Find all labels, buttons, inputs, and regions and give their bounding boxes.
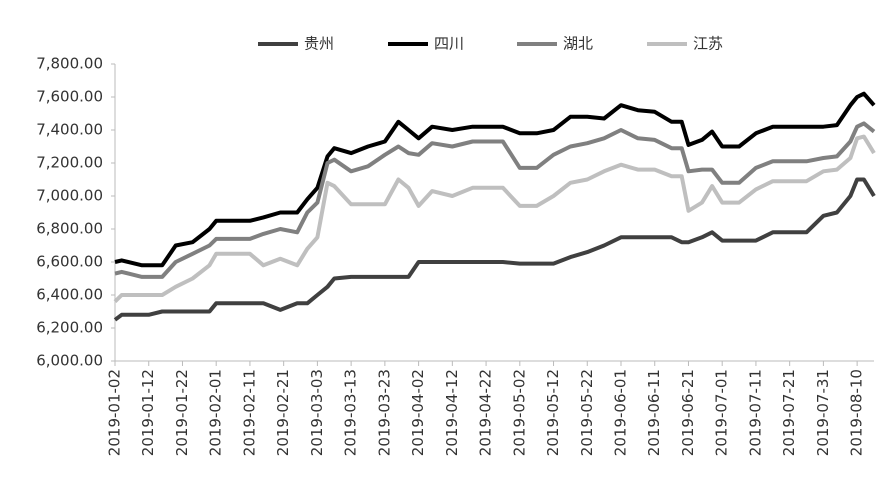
x-tick-label: 2019-07-01 <box>713 369 731 456</box>
y-tick-label: 6,400.00 <box>36 286 103 304</box>
x-tick-label: 2019-07-11 <box>746 369 764 456</box>
x-tick-label: 2019-03-13 <box>342 369 360 456</box>
x-tick-label: 2019-04-12 <box>443 369 461 456</box>
x-tick-label: 2019-07-21 <box>780 369 798 456</box>
x-tick-label: 2019-01-02 <box>106 369 124 456</box>
x-tick-label: 2019-02-21 <box>274 369 292 456</box>
legend-label: 四川 <box>434 35 464 53</box>
y-tick-label: 7,800.00 <box>36 55 103 73</box>
y-tick-label: 6,000.00 <box>36 352 103 370</box>
x-tick-label: 2019-05-12 <box>544 369 562 456</box>
y-tick-label: 6,800.00 <box>36 220 103 238</box>
y-tick-label: 6,600.00 <box>36 253 103 271</box>
series-line <box>114 91 876 268</box>
legend-label: 湖北 <box>563 35 593 53</box>
x-tick-label: 2019-05-22 <box>578 369 596 456</box>
x-tick-label: 2019-08-10 <box>848 369 866 456</box>
legend-label: 贵州 <box>304 35 334 53</box>
x-tick-label: 2019-01-12 <box>139 369 157 456</box>
x-tick-label: 2019-06-01 <box>612 369 630 456</box>
y-tick-label: 7,000.00 <box>36 187 103 205</box>
y-tick-label: 6,200.00 <box>36 319 103 337</box>
legend-label: 江苏 <box>693 35 723 53</box>
x-tick-label: 2019-03-23 <box>375 369 393 456</box>
x-tick-label: 2019-02-11 <box>240 369 258 456</box>
x-tick-label: 2019-01-22 <box>173 369 191 456</box>
y-tick-label: 7,600.00 <box>36 88 103 106</box>
x-tick-label: 2019-06-11 <box>645 369 663 456</box>
y-tick-label: 7,400.00 <box>36 121 103 139</box>
x-tick-label: 2019-04-02 <box>409 369 427 456</box>
x-tick-label: 2019-05-02 <box>510 369 528 456</box>
series-line <box>114 121 876 279</box>
x-tick-label: 2019-02-01 <box>207 369 225 456</box>
x-tick-label: 2019-07-31 <box>814 369 832 456</box>
series-line <box>113 134 876 304</box>
y-tick-label: 7,200.00 <box>36 154 103 172</box>
x-tick-label: 2019-03-03 <box>308 369 326 456</box>
x-tick-label: 2019-04-22 <box>477 369 495 456</box>
series-line <box>113 177 876 322</box>
x-tick-label: 2019-06-21 <box>679 369 697 456</box>
